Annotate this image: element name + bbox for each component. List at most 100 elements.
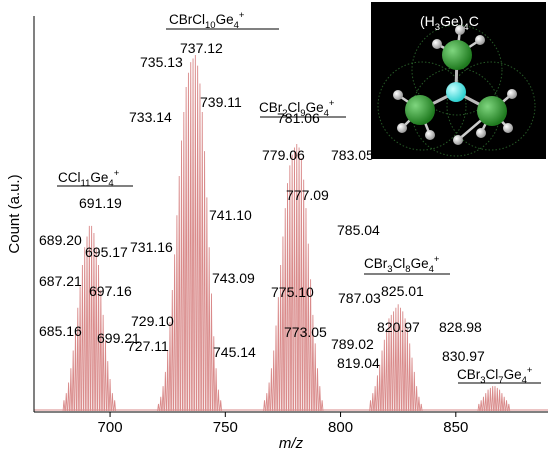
spectrum-peak [371, 393, 375, 412]
spectrum-peak [378, 364, 382, 412]
spectrum-peak [71, 350, 75, 412]
spectrum-peak [373, 386, 377, 412]
spectrum-peak [304, 208, 308, 412]
peak-label: 819.04 [337, 355, 380, 371]
spectrum-peak [311, 314, 315, 412]
spectrum-peak [389, 314, 393, 412]
spectrum-peak [90, 225, 93, 412]
cluster-formula-label: CBr2Cl9Ge4+ [259, 98, 335, 119]
spectrum-peak [104, 339, 107, 412]
germanium-atom [405, 95, 435, 125]
spectrum-peak [489, 387, 492, 412]
carbon-atom [446, 82, 466, 102]
peak-label: 687.21 [39, 273, 82, 289]
spectrum-peak [500, 393, 504, 412]
spectrum-peak [306, 243, 310, 412]
spectrum-peak [87, 225, 91, 412]
spectrum-peak [194, 54, 197, 412]
spectrum-peak [403, 318, 407, 412]
spectrum-peak [170, 289, 174, 412]
spectrum-peak [111, 393, 114, 412]
spectrum-peak [495, 387, 499, 412]
peak-label: 733.14 [129, 109, 172, 125]
peak-label: 691.19 [79, 195, 122, 211]
spectrum-peak [286, 183, 289, 412]
hydrogen-atom [503, 123, 513, 133]
spectrum-peak [214, 368, 218, 412]
spectrum-peak [64, 393, 68, 412]
spectrum-peak [97, 265, 100, 412]
spectrum-peak [387, 318, 391, 412]
spectrum-peak [288, 165, 292, 412]
spectrum-peak [205, 197, 209, 412]
spectrum-peak [279, 265, 282, 412]
spectrum-peak [316, 368, 319, 412]
hydrogen-atom [475, 35, 485, 45]
spectrum-peak [217, 389, 220, 412]
spectrum-peak [493, 386, 497, 412]
cluster-formula-label: CBr3Cl8Ge4+ [364, 254, 440, 275]
electron-shell [446, 61, 536, 151]
spectrum-peak [313, 343, 317, 412]
spectrum-peak [76, 307, 80, 412]
peak-label: 727.11 [127, 338, 169, 354]
spectrum-peak [505, 400, 508, 412]
spectrum-peak [309, 279, 312, 412]
spectrum-peak [161, 386, 165, 412]
spectrum-peak [168, 321, 172, 412]
peak-label: 689.20 [39, 232, 82, 248]
spectrum-peak [417, 396, 421, 412]
spectrum-peak [276, 297, 280, 412]
hydrogen-atom [425, 130, 435, 140]
peak-label: 741.10 [209, 207, 252, 223]
spectrum-peak [394, 307, 398, 412]
spectrum-peak [67, 382, 70, 412]
spectrum-peak [410, 357, 414, 412]
peak-label: 739.11 [200, 94, 242, 110]
spectrum-peak [159, 396, 163, 412]
spectrum-peak [62, 400, 66, 412]
peak-label: 743.09 [212, 270, 255, 286]
peak-label: 775.10 [271, 284, 314, 300]
spectrum-peak [320, 400, 324, 412]
cluster-formula-labels: CCl11Ge4+ CBrCl10Ge4+ CBr2Cl9Ge4+ CBr3Cl8Ge… [57, 10, 541, 386]
spectrum-peak [302, 179, 306, 412]
peak-label: 785.04 [337, 222, 380, 238]
spectrum-peak [196, 65, 199, 412]
peak-label: 789.02 [331, 336, 374, 352]
spectrum-peak [69, 368, 73, 412]
electron-shell [377, 61, 467, 151]
spectrum-peak [157, 403, 160, 412]
spectrum-peak [164, 371, 167, 412]
axes [33, 16, 548, 413]
spectrum-peak [376, 375, 379, 412]
spectrum-peak [385, 329, 388, 412]
hydrogen-atom [455, 25, 465, 35]
peak-label: 779.06 [262, 147, 305, 163]
spectrum-peak [106, 361, 110, 412]
spectrum-peak [92, 232, 96, 412]
spectrum-peak [502, 396, 506, 412]
spectrum-peak [263, 400, 266, 412]
spectrum-peak [484, 393, 488, 412]
spectrum-peak [182, 111, 186, 412]
peak-label: 729.10 [131, 313, 174, 329]
spectrum-peak [74, 329, 77, 412]
germanium-atom [442, 40, 472, 70]
peak-label: 830.97 [442, 348, 485, 364]
spectrum-peak [265, 393, 269, 412]
peak-label: 699.21 [97, 330, 140, 346]
spectrum-peak [283, 208, 287, 412]
x-tick-label: 800 [328, 419, 353, 436]
peak-label: 735.13 [140, 54, 183, 70]
peak-label: 783.05 [331, 147, 374, 163]
peak-label: 773.05 [284, 324, 327, 340]
hydrogen-atom [432, 39, 442, 49]
hydrogen-atom [476, 128, 486, 138]
spectrum-peak [479, 400, 483, 412]
spectrum-peak [383, 339, 386, 412]
spectrum-peak [175, 215, 179, 412]
spectrum-peak [369, 400, 372, 412]
peak-label: 745.14 [213, 344, 256, 360]
spectrum-peak [274, 325, 278, 412]
